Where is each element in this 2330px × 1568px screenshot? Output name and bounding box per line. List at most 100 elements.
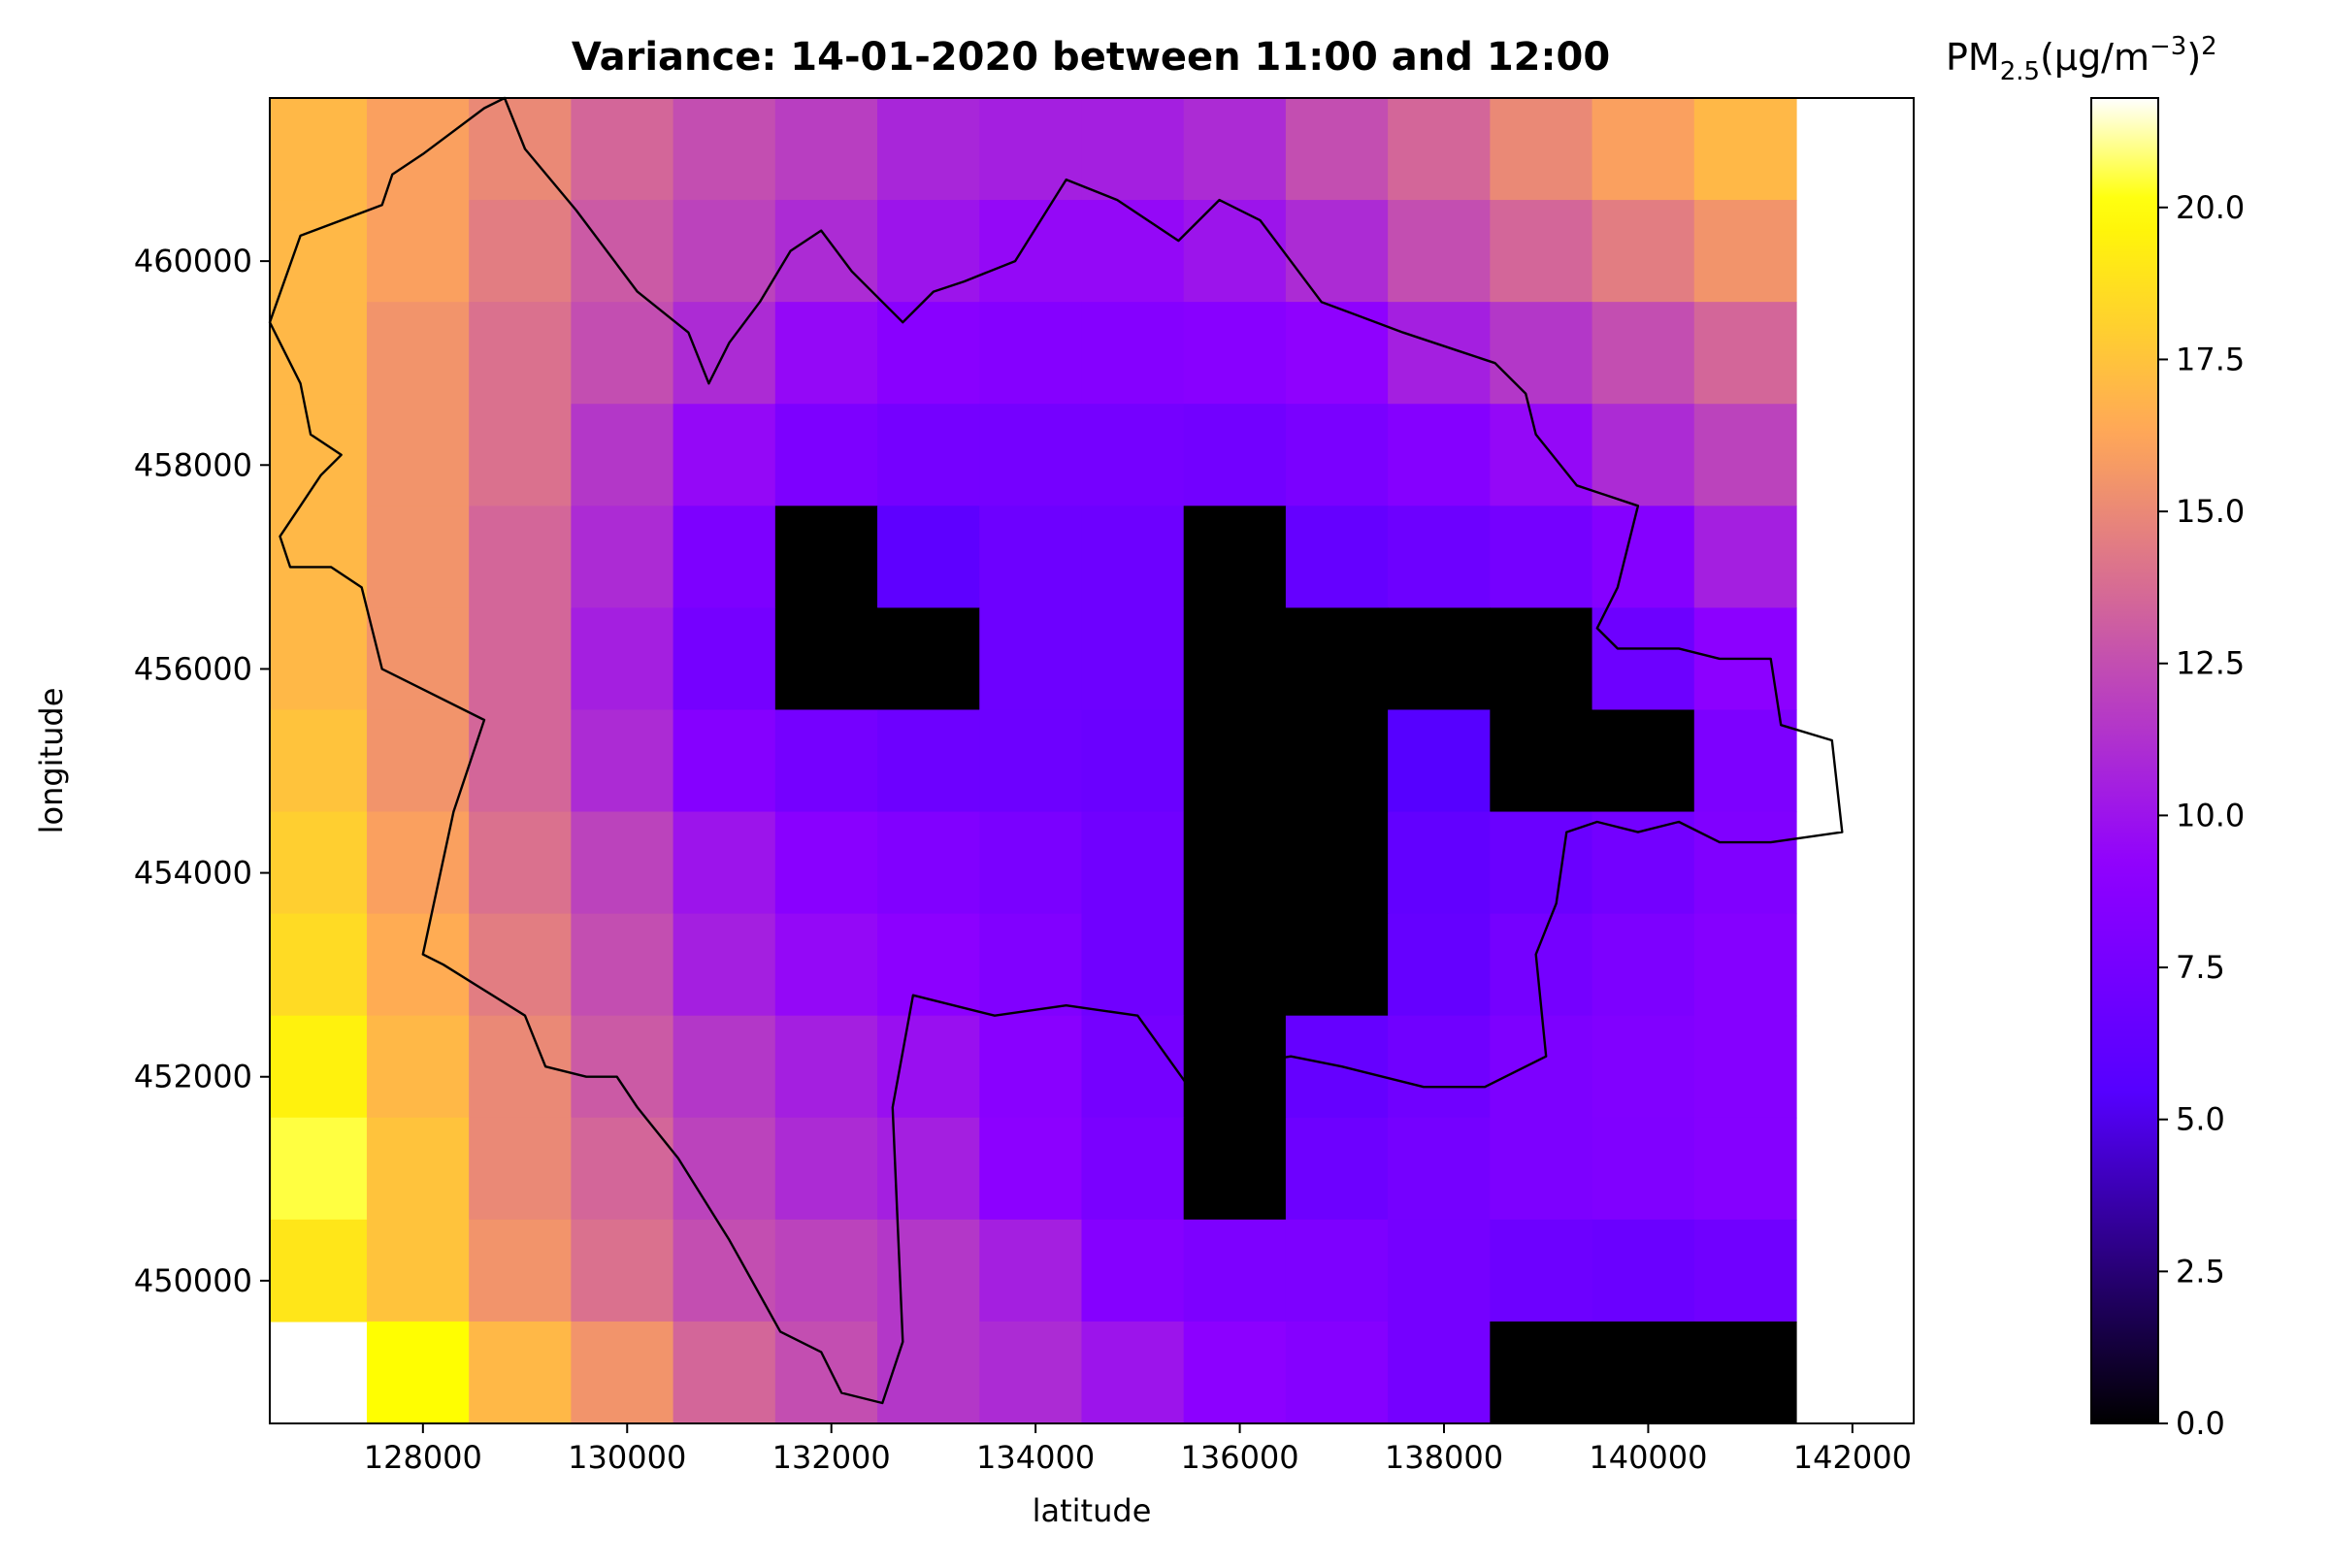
heatmap-cell: [1693, 1321, 1797, 1424]
heatmap-cell: [366, 913, 470, 1017]
colorbar-tick-label: 17.5: [2176, 341, 2245, 377]
heatmap-cell: [1592, 200, 1695, 303]
heatmap-cell: [877, 200, 980, 303]
heatmap-cell: [469, 1117, 572, 1221]
heatmap-cell: [673, 1015, 776, 1119]
heatmap-cell: [1693, 913, 1797, 1017]
heatmap-cell: [1490, 302, 1593, 405]
heatmap-cell: [366, 1015, 470, 1119]
heatmap-cell: [1693, 1117, 1797, 1221]
heatmap-cell: [469, 709, 572, 813]
heatmap-cell: [1285, 404, 1389, 506]
heatmap-cell: [1081, 607, 1185, 711]
heatmap-cell: [469, 302, 572, 405]
heatmap-cell: [1592, 404, 1695, 506]
heatmap-cell: [270, 607, 368, 711]
x-axis-ticks: 128000 130000 132000 134000 136000 138000 1400…: [364, 1423, 1912, 1476]
x-tick-label: 128000: [364, 1439, 482, 1476]
colorbar-tick-label: 2.5: [2176, 1253, 2225, 1290]
heatmap-cell: [1081, 811, 1185, 915]
heatmap-cell: [673, 1117, 776, 1221]
heatmap-cell: [1081, 1219, 1185, 1323]
heatmap-cell: [1183, 200, 1287, 303]
heatmap-cell: [1285, 506, 1389, 608]
heatmap-cell: [1592, 302, 1695, 405]
heatmap-cell: [1592, 1015, 1695, 1119]
heatmap-cell: [571, 1015, 674, 1119]
heatmap-cell: [1388, 913, 1491, 1017]
heatmap-cell: [1490, 1117, 1593, 1221]
heatmap-cell: [1388, 404, 1491, 506]
heatmap-cell: [1081, 1015, 1185, 1119]
heatmap-cell: [774, 607, 878, 711]
heatmap-cell: [270, 1219, 368, 1323]
colorbar-gradient: [2090, 97, 2159, 1424]
heatmap-cell: [979, 506, 1083, 608]
heatmap-cell: [877, 302, 980, 405]
x-tick-label: 134000: [976, 1439, 1095, 1476]
heatmap-cell: [877, 1321, 980, 1424]
heatmap-cell: [1490, 709, 1593, 813]
heatmap-cell: [673, 404, 776, 506]
colorbar-tick-label: 7.5: [2176, 949, 2225, 986]
heatmap-cell: [1183, 404, 1287, 506]
heatmap-cell: [270, 913, 368, 1017]
heatmap-cell: [1183, 506, 1287, 608]
heatmap-cells: [270, 98, 1797, 1424]
heatmap-cell: [1592, 913, 1695, 1017]
heatmap-cell: [1490, 811, 1593, 915]
y-tick-label: 450000: [134, 1262, 252, 1299]
heatmap-cell: [673, 1219, 776, 1323]
heatmap-cell: [1693, 709, 1797, 813]
heatmap-cell: [1081, 404, 1185, 506]
heatmap-cell: [673, 200, 776, 303]
heatmap-cell: [1285, 607, 1389, 711]
heatmap-cell: [774, 1015, 878, 1119]
heatmap-cell: [571, 811, 674, 915]
heatmap-cell: [571, 98, 674, 201]
heatmap-cell: [270, 98, 368, 201]
heatmap-cell: [979, 709, 1083, 813]
heatmap-cell: [469, 1015, 572, 1119]
heatmap-cell: [366, 607, 470, 711]
heatmap-cell: [979, 404, 1083, 506]
heatmap-cell: [1285, 913, 1389, 1017]
heatmap-cell: [1592, 1321, 1695, 1424]
x-axis-label: latitude: [1033, 1492, 1152, 1529]
heatmap-cell: [1285, 811, 1389, 915]
heatmap-cell: [673, 98, 776, 201]
heatmap-cell: [1183, 1219, 1287, 1323]
heatmap-cell: [1388, 1015, 1491, 1119]
heatmap-cell: [571, 1117, 674, 1221]
heatmap-cell: [877, 98, 980, 201]
heatmap-cell: [1693, 506, 1797, 608]
heatmap-cell: [1183, 1117, 1287, 1221]
heatmap-cell: [469, 1219, 572, 1323]
plot-frame: [269, 97, 1915, 1424]
heatmap-cell: [1183, 913, 1287, 1017]
heatmap-cell: [1388, 1219, 1491, 1323]
heatmap-cell: [1285, 98, 1389, 201]
heatmap-cell: [979, 98, 1083, 201]
heatmap-cell: [1081, 1117, 1185, 1221]
heatmap-cell: [979, 302, 1083, 405]
heatmap-cell: [774, 200, 878, 303]
heatmap-cell: [673, 506, 776, 608]
heatmap-cell: [1592, 811, 1695, 915]
plot-area: 128000 130000 132000 134000 136000 138000 1400…: [134, 96, 1915, 1476]
heatmap-cell: [270, 811, 368, 915]
heatmap-cell: [1285, 709, 1389, 813]
heatmap-cell: [979, 1321, 1083, 1424]
heatmap-cell: [571, 200, 674, 303]
heatmap-cell: [1285, 1321, 1389, 1424]
heatmap-cell: [1285, 1219, 1389, 1323]
x-tick-label: 136000: [1180, 1439, 1298, 1476]
heatmap-cell: [270, 506, 368, 608]
colorbar-title: PM2.5(µg/m−3)2: [1946, 32, 2217, 86]
colorbar-tick-label: 20.0: [2176, 189, 2245, 226]
y-axis-label: longitude: [33, 688, 70, 834]
chart-title: Variance: 14-01-2020 between 11:00 and 1…: [572, 35, 1610, 80]
heatmap-cell: [774, 709, 878, 813]
heatmap-cell: [774, 811, 878, 915]
